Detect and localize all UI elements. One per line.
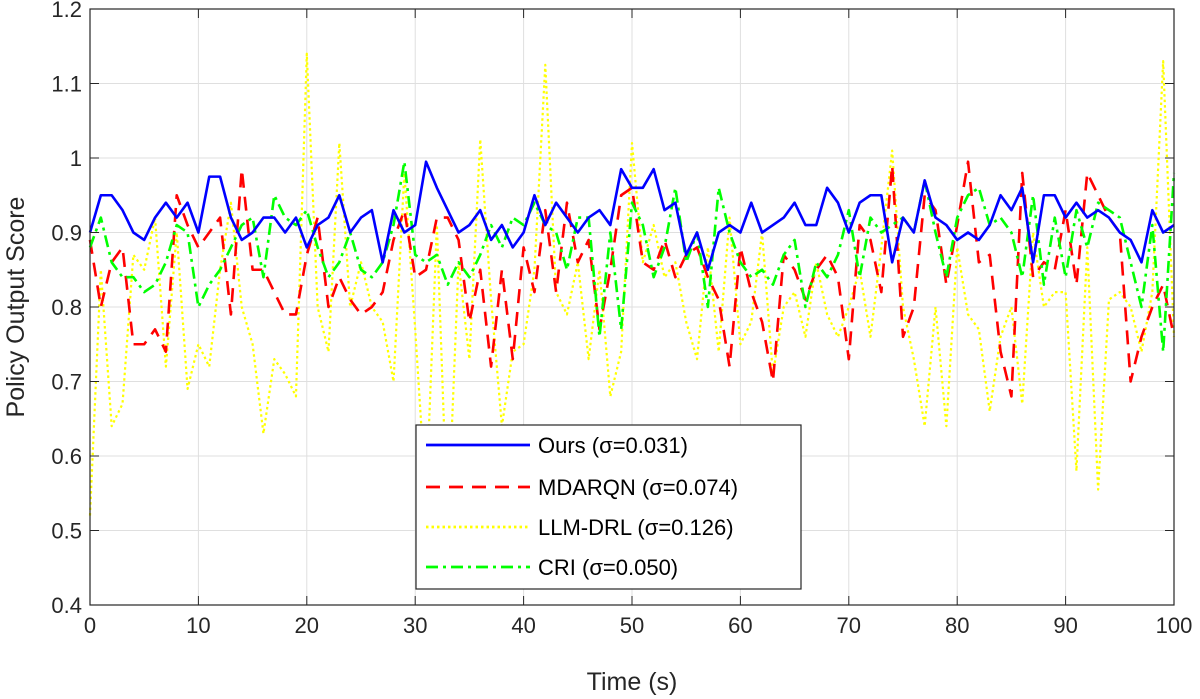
legend-box [415, 424, 802, 590]
x-tick-label: 100 [1156, 613, 1193, 638]
x-tick-label: 50 [620, 613, 644, 638]
series-line-2 [88, 52, 1176, 532]
y-axis-label: Policy Output Score [2, 197, 30, 418]
series-layer [88, 52, 1176, 532]
series-line-0 [88, 160, 1175, 272]
x-tick-label: 80 [945, 613, 969, 638]
legend-label-3: CRI (σ=0.050) [538, 555, 678, 580]
y-tick-label: 0.7 [51, 370, 82, 395]
y-tick-label: 1 [70, 146, 82, 171]
x-tick-label: 70 [837, 613, 861, 638]
x-tick-label: 40 [511, 613, 535, 638]
x-tick-label: 30 [403, 613, 427, 638]
x-tick-label: 90 [1053, 613, 1077, 638]
series-line-1 [88, 160, 1176, 398]
x-tick-label: 10 [186, 613, 210, 638]
x-axis-label: Time (s) [587, 668, 678, 696]
legend-label-1: MDARQN (σ=0.074) [538, 475, 738, 500]
legend: Ours (σ=0.031) MDARQN (σ=0.074) LLM-DRL (σ… [415, 424, 802, 590]
y-tick-label: 1.2 [51, 0, 82, 22]
legend-label-0: Ours (σ=0.031) [538, 433, 688, 458]
legend-label-2: LLM-DRL (σ=0.126) [538, 515, 734, 540]
axis-ticks: 0 10 20 30 40 50 60 70 80 90 100 0.4 0.5 0.6 0.7 0.8 0.9… [51, 0, 1192, 638]
y-tick-label: 0.6 [51, 444, 82, 469]
y-tick-label: 1.1 [51, 72, 82, 97]
y-tick-label: 0.9 [51, 221, 82, 246]
x-tick-label: 20 [295, 613, 319, 638]
y-tick-label: 0.5 [51, 519, 82, 544]
x-tick-label: 60 [728, 613, 752, 638]
y-tick-label: 0.4 [51, 593, 82, 618]
y-tick-label: 0.8 [51, 295, 82, 320]
x-tick-label: 0 [84, 613, 96, 638]
series-line-3 [88, 160, 1176, 354]
